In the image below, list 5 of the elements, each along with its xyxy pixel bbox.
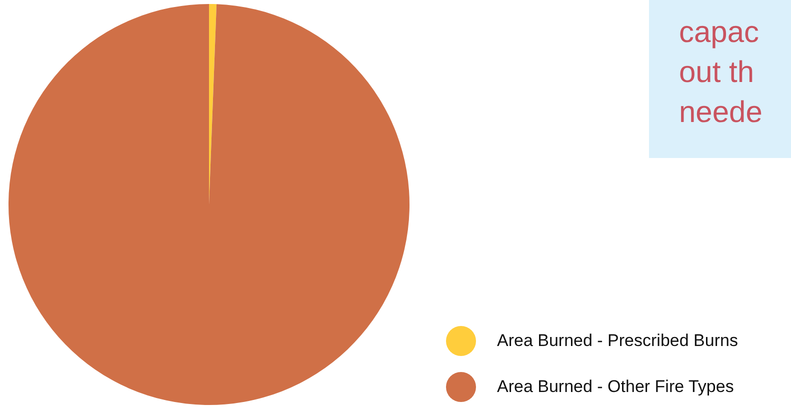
text: neede [679, 95, 764, 131]
legend-label: Area Burned - Other Fire Types [497, 377, 734, 397]
text: out th [679, 55, 756, 91]
legend-label: Area Burned - Prescribed Burns [497, 331, 738, 351]
text: capac [679, 15, 760, 51]
